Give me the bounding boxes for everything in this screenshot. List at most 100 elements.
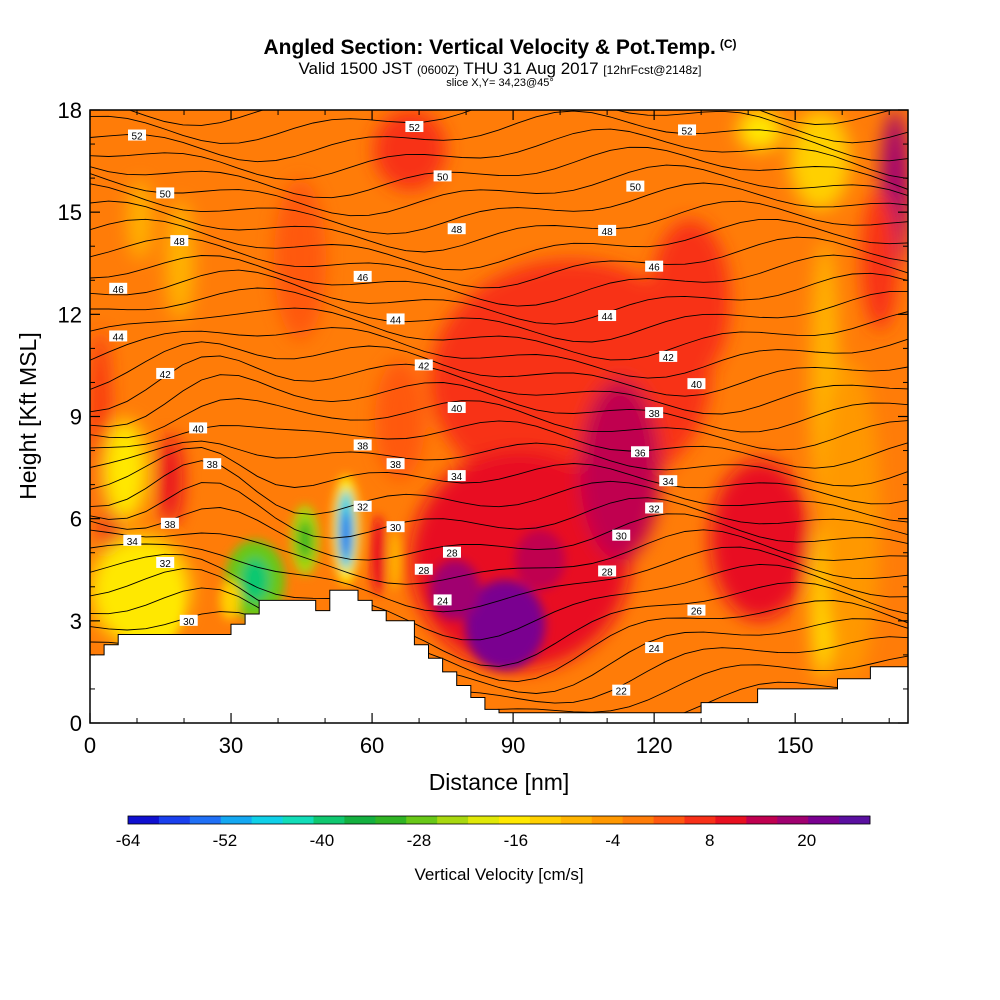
isentrope-label: 32: [156, 556, 175, 570]
velocity-cell: [241, 558, 269, 602]
isentrope-label: 28: [442, 546, 461, 560]
velocity-cell: [342, 510, 350, 560]
isentrope-label: 32: [353, 500, 372, 514]
isentrope-line: [90, 254, 908, 307]
isentrope-label-text: 28: [602, 567, 614, 578]
isentrope-line: [90, 269, 908, 325]
y-tick-label: 0: [70, 711, 82, 736]
isentrope-line: [90, 110, 908, 144]
isentrope-label-text: 52: [409, 123, 421, 134]
colorbar-swatch: [406, 816, 438, 824]
isentrope-line: [128, 110, 894, 126]
isentrope-label-text: 32: [649, 504, 661, 515]
isentrope-label: 30: [386, 521, 405, 534]
isentrope-label: 50: [433, 170, 452, 183]
isentrope-label: 38: [160, 517, 179, 531]
valid-date: THU 31 Aug 2017: [463, 59, 599, 78]
y-tick-label: 18: [58, 98, 82, 123]
colorbar-label: -64: [116, 831, 141, 850]
isentrope-line: [90, 327, 908, 379]
isentrope-label-text: 46: [649, 263, 661, 274]
isentrope-label: 44: [109, 330, 128, 343]
colorbar-swatch: [653, 816, 685, 824]
velocity-cell: [710, 460, 810, 620]
isentrope-label-text: 24: [649, 644, 661, 655]
isentrope-labels: 52 52 52 50 50 50 48 48 48 46 46 46 44 44 44 42 42 42 40 40…: [109, 121, 706, 698]
isentrope-label-text: 40: [193, 424, 205, 435]
isentrope-label-text: 32: [357, 503, 369, 514]
colorbar-swatch: [282, 816, 314, 824]
colorbar-swatch: [622, 816, 654, 824]
colorbar-label: -28: [407, 831, 432, 850]
colorbar-frame: [127, 815, 871, 825]
isentrope-label-text: 48: [602, 227, 614, 238]
isentrope-label: 52: [128, 129, 147, 143]
isentrope-label: 30: [179, 614, 198, 628]
velocity-cell: [220, 580, 240, 620]
isentrope-label: 32: [645, 502, 664, 515]
y-tick-label: 15: [58, 200, 82, 225]
velocity-cell: [790, 110, 850, 210]
velocity-cell: [465, 580, 545, 670]
isentrope-line: [90, 200, 908, 253]
x-tick-label: 60: [360, 733, 384, 758]
colorbar-swatch: [591, 816, 624, 824]
isentrope-label-text: 38: [357, 441, 369, 452]
isentrope-line: [90, 447, 908, 505]
isentrope-label-text: 38: [207, 460, 219, 471]
isentrope-label-text: 24: [437, 596, 449, 607]
vertical-velocity-field: [90, 110, 908, 723]
isentrope-line: [90, 307, 908, 361]
colorbar-swatch: [529, 816, 562, 824]
isentrope-label: 42: [414, 359, 433, 372]
isentrope-label: 52: [405, 121, 424, 134]
isentrope-label: 50: [156, 187, 175, 200]
isentrope-label-text: 48: [451, 225, 463, 236]
colorbar-swatch: [468, 816, 500, 824]
colorbar-swatch: [375, 816, 407, 824]
slice-info: slice X,Y= 34,23@45°: [446, 77, 554, 89]
velocity-cell: [580, 380, 660, 560]
isentrope-line: [90, 460, 908, 523]
isentrope-label: 30: [612, 529, 631, 543]
isentrope-label-text: 30: [390, 523, 402, 534]
isentrope-label-text: 52: [681, 126, 693, 137]
colorbar-label: -40: [310, 831, 335, 850]
colorbar-swatch: [344, 816, 376, 824]
isentrope-label-text: 42: [663, 353, 675, 364]
colorbar-swatch: [839, 816, 871, 824]
colorbar-swatch: [499, 816, 531, 824]
isentrope-line: [90, 341, 908, 397]
isentrope-label: 40: [189, 422, 208, 435]
isentrope-label: 36: [631, 446, 650, 459]
isentrope-label: 40: [687, 378, 706, 391]
potential-temperature-isentropes: [90, 110, 908, 723]
isentrope-label-text: 38: [649, 409, 661, 420]
isentrope-label: 42: [659, 350, 678, 364]
isentrope-line: [90, 543, 908, 613]
isentrope-label: 46: [353, 270, 372, 284]
y-tick-label: 9: [70, 405, 82, 430]
valid-utc: (0600Z): [416, 63, 459, 77]
velocity-cell: [371, 515, 385, 595]
isentrope-label-text: 44: [390, 315, 402, 326]
colorbar: -64 -52 -40 -28 -16 -4 8 20: [116, 815, 871, 850]
colorbar-label: -16: [504, 831, 529, 850]
isentrope-line: [90, 128, 908, 181]
x-tick-label: 120: [636, 733, 673, 758]
velocity-cell: [389, 530, 401, 590]
isentrope-label-text: 32: [160, 559, 172, 570]
isentrope-label-text: 28: [446, 549, 458, 560]
forecast-info: [12hrFcst@2148z]: [603, 63, 702, 77]
isentrope-label: 24: [433, 594, 452, 607]
isentrope-label-text: 30: [616, 532, 628, 543]
isentrope-line: [90, 482, 908, 539]
isentrope-line: [90, 587, 908, 683]
colorbar-title: Vertical Velocity [cm/s]: [414, 865, 583, 884]
isentrope-label: 34: [447, 470, 466, 483]
terrain-mask: [89, 589, 909, 724]
velocity-cell: [515, 530, 565, 590]
colorbar-swatch: [715, 816, 747, 824]
isentrope-line: [90, 440, 908, 487]
